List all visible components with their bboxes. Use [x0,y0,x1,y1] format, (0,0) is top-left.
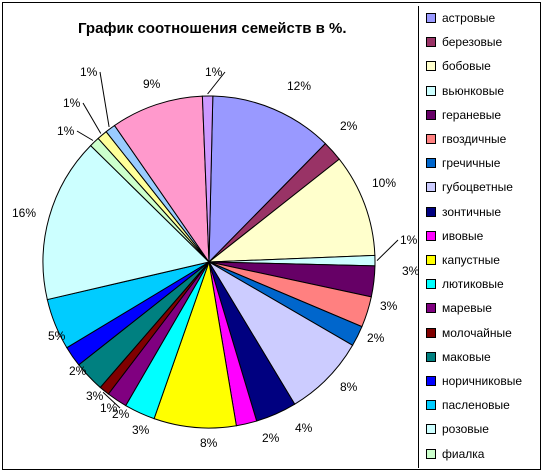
legend-label: фиалка [442,446,485,461]
legend-item: гвоздичные [426,131,506,147]
legend-swatch [426,303,436,314]
data-label: 3% [132,423,150,437]
legend-item: розовые [426,421,489,437]
legend-item: норичниковые [426,373,522,389]
leader-line [207,71,226,95]
data-label: 2% [112,407,130,421]
legend-item: гречичные [426,155,500,171]
pie-slice [113,95,210,264]
data-label: 3% [402,264,420,278]
legend-swatch [426,376,436,386]
pie-slice [201,95,214,263]
pie-slice [42,144,210,301]
data-label: 10% [372,176,396,190]
legend-label: пасленовые [442,398,510,413]
legend-label: маревые [442,301,492,316]
data-label: 1% [100,401,118,415]
leader-line [82,102,102,134]
data-label: 1% [57,124,75,138]
legend-label: бобовые [442,59,491,74]
legend-label: вьюнковые [442,83,504,98]
legend-swatch [426,230,436,241]
legend-swatch [426,255,436,265]
data-label: 1% [63,96,81,110]
legend-label: норичниковые [442,374,522,388]
legend-swatch [426,351,436,362]
data-label: 1% [205,65,223,79]
legend-item: бобовые [426,58,491,74]
legend-label: гречичные [442,156,501,171]
legend-item: вьюнковые [426,83,504,99]
legend-swatch [426,134,436,144]
legend-label: астровые [442,11,496,25]
data-label: 2% [340,119,358,133]
legend-swatch [426,37,436,48]
legend-item: маковые [426,349,491,365]
legend-label: молочайные [442,325,512,340]
data-label: 1% [400,233,418,247]
legend-item: гераневые [426,107,501,123]
legend-swatch [426,13,436,23]
legend-item: маревые [426,300,492,316]
legend-item: лютиковые [426,276,504,292]
legend-item: фиалка [426,446,484,462]
leader-line [102,391,121,409]
legend-swatch [426,400,436,411]
data-label: 1% [80,65,98,79]
data-label: 3% [86,389,104,403]
data-label: 12% [287,79,311,93]
data-label: 8% [340,380,358,394]
legend-label: гераневые [442,107,502,122]
legend-item: губоцветные [426,179,513,195]
legend-item: астровые [426,10,495,26]
leader-line [76,130,94,141]
pie-slice [207,158,376,263]
legend-swatch [426,279,436,290]
legend-swatch [426,85,436,96]
legend-item: молочайные [426,325,512,341]
legend-item: пасленовые [426,397,510,413]
legend-swatch [426,424,436,435]
legend-label: гвоздичные [442,132,507,146]
legend-swatch [426,182,436,193]
data-label: 2% [262,431,280,445]
legend-label: березовые [442,35,503,50]
leader-line [376,239,399,261]
data-label: 8% [200,436,218,450]
legend-item: зонтичные [426,204,501,220]
legend-swatch [426,327,436,338]
legend-swatch [426,61,436,72]
data-label: 2% [367,331,385,345]
data-label: 16% [12,206,36,220]
legend-label: капустные [442,253,500,267]
legend-item: березовые [426,34,502,50]
legend-item: капустные [426,252,500,268]
pie-slice [208,95,327,264]
legend-label: ивовые [442,228,484,243]
data-label: 2% [69,364,87,378]
legend: астровые березовые бобовые вьюнковые геранев… [418,6,537,468]
legend-label: маковые [442,349,491,364]
legend-label: розовые [442,422,489,437]
legend-label: губоцветные [442,180,513,195]
chart-title: График соотношения семейств в %. [78,20,347,37]
data-label: 9% [143,77,161,91]
legend-item: ивовые [426,228,483,244]
leader-line [99,71,110,127]
legend-swatch [426,206,436,217]
legend-swatch [426,109,436,120]
legend-label: зонтичные [442,204,502,219]
data-label: 4% [295,421,313,435]
legend-label: лютиковые [442,277,504,292]
legend-swatch [426,158,436,169]
data-label: 5% [48,329,66,343]
legend-swatch [426,448,436,459]
data-label: 3% [380,299,398,313]
